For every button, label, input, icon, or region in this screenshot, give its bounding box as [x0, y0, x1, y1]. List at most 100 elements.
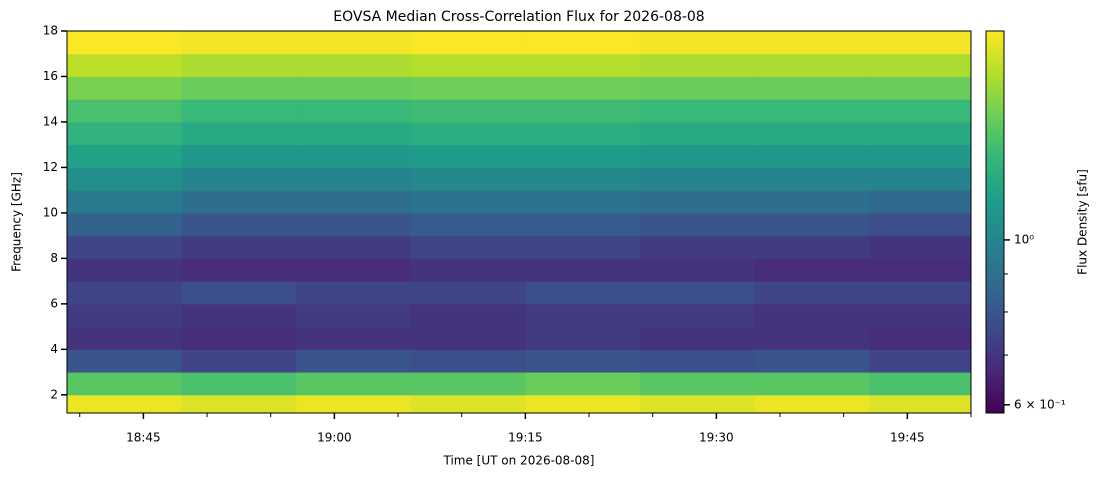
heatmap-cell — [181, 190, 297, 214]
heatmap-cell — [410, 31, 526, 55]
heatmap-cell — [525, 349, 641, 373]
heatmap-cell — [67, 303, 183, 328]
heatmap-cell — [410, 349, 526, 373]
heatmap-cell — [525, 235, 641, 259]
heatmap-cell — [67, 31, 183, 55]
heatmap-cell — [754, 349, 870, 373]
heatmap-cell — [296, 258, 412, 282]
heatmap-cell — [869, 394, 972, 414]
heatmap-cell — [869, 212, 972, 237]
heatmap-cell — [67, 121, 183, 146]
heatmap-cell — [869, 326, 972, 350]
heatmap-cell — [181, 53, 297, 77]
heatmap-cell — [296, 31, 412, 55]
heatmap-cell — [639, 121, 756, 146]
heatmap-cell — [410, 53, 526, 77]
y-tick-label: 2 — [50, 387, 58, 401]
heatmap-cell — [639, 212, 756, 237]
heatmap-cell — [639, 190, 756, 214]
heatmap-cell — [296, 167, 412, 191]
heatmap-cell — [410, 303, 526, 328]
heatmap-cell — [296, 303, 412, 328]
heatmap-cell — [869, 281, 972, 305]
heatmap-cell — [754, 281, 870, 305]
heatmap-cell — [181, 258, 297, 282]
heatmap-cell — [410, 326, 526, 350]
heatmap-cell — [525, 167, 641, 191]
y-axis-label: Frequency [GHz] — [10, 172, 24, 272]
heatmap-cell — [639, 303, 756, 328]
heatmap-cell — [67, 372, 183, 396]
heatmap-cell — [754, 190, 870, 214]
heatmap-cell — [639, 144, 756, 168]
heatmap-cell — [296, 394, 412, 414]
heatmap-cell — [181, 76, 297, 100]
heatmap-cell — [410, 258, 526, 282]
heatmap-cell — [754, 53, 870, 77]
heatmap-cell — [525, 303, 641, 328]
heatmap-cell — [67, 167, 183, 191]
heatmap-cell — [639, 235, 756, 259]
heatmap-cell — [181, 99, 297, 123]
heatmap-cell — [869, 235, 972, 259]
heatmap-cell — [754, 99, 870, 123]
heatmap-cell — [639, 281, 756, 305]
heatmap-cell — [754, 326, 870, 350]
heatmap-cell — [754, 212, 870, 237]
heatmap-cell — [639, 349, 756, 373]
heatmap-cell — [869, 76, 972, 100]
heatmap-cell — [181, 167, 297, 191]
heatmap-cell — [525, 394, 641, 414]
heatmap-cell — [869, 190, 972, 214]
heatmap-cell — [67, 349, 183, 373]
heatmap-cell — [67, 258, 183, 282]
heatmap-cell — [181, 349, 297, 373]
colorbar — [985, 30, 1005, 414]
heatmap-cell — [296, 372, 412, 396]
heatmap-cell — [639, 258, 756, 282]
y-tick-label: 8 — [50, 251, 58, 265]
heatmap-cell — [410, 76, 526, 100]
heatmap-cell — [296, 190, 412, 214]
heatmap-cell — [181, 121, 297, 146]
heatmap-cell — [296, 349, 412, 373]
heatmap-cell — [181, 235, 297, 259]
heatmap-cell — [525, 76, 641, 100]
heatmap-cell — [525, 144, 641, 168]
heatmap-cell — [296, 212, 412, 237]
heatmap-cell — [525, 326, 641, 350]
heatmap-cell — [410, 281, 526, 305]
y-tick-label: 4 — [50, 342, 58, 356]
heatmap-cell — [754, 121, 870, 146]
heatmap-cell — [639, 394, 756, 414]
y-tick-label: 18 — [43, 24, 58, 38]
heatmap-cell — [869, 349, 972, 373]
heatmap-cell — [67, 53, 183, 77]
heatmap-cell — [639, 99, 756, 123]
plot-frame — [66, 30, 972, 414]
heatmap-cell — [869, 99, 972, 123]
heatmap-cell — [181, 303, 297, 328]
y-tick-label: 6 — [50, 296, 58, 310]
heatmap-cell — [410, 167, 526, 191]
heatmap-cell — [639, 326, 756, 350]
heatmap-cell — [410, 394, 526, 414]
y-tick-label: 14 — [43, 114, 58, 128]
heatmap-cell — [754, 31, 870, 55]
heatmap-cell — [67, 235, 183, 259]
heatmap-cell — [525, 121, 641, 146]
colorbar-label: Flux Density [sfu] — [1076, 169, 1090, 275]
heatmap-cell — [525, 31, 641, 55]
heatmap-cell — [410, 99, 526, 123]
heatmap-cell — [754, 394, 870, 414]
heatmap-cell — [754, 167, 870, 191]
heatmap-cell — [639, 53, 756, 77]
heatmap-cell — [67, 326, 183, 350]
heatmap-cell — [525, 190, 641, 214]
heatmap-cell — [67, 281, 183, 305]
heatmap-cell — [410, 235, 526, 259]
heatmap-cell — [869, 53, 972, 77]
heatmap-cell — [296, 76, 412, 100]
heatmap-cell — [181, 212, 297, 237]
